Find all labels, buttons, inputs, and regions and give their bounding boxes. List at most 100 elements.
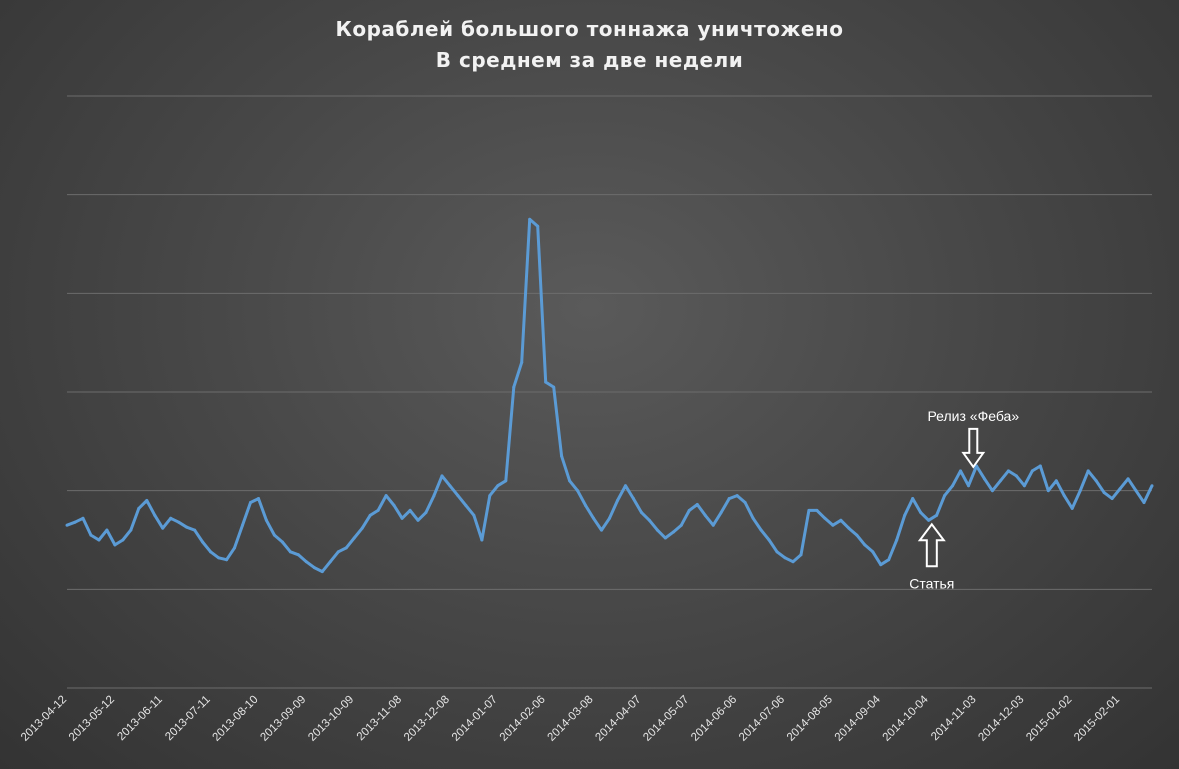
data-point xyxy=(895,538,899,542)
data-point xyxy=(799,553,803,557)
data-point xyxy=(568,479,572,483)
chart-title: Кораблей большого тоннажа уничтожено xyxy=(335,17,844,41)
data-point xyxy=(552,385,556,389)
data-point xyxy=(65,523,69,527)
data-point xyxy=(1030,469,1034,473)
data-point xyxy=(241,523,245,527)
x-tick-label: 2013-10-09 xyxy=(306,694,356,744)
x-tick-label: 2014-05-07 xyxy=(641,694,691,744)
data-point xyxy=(1142,501,1146,505)
data-point xyxy=(735,494,739,498)
data-point xyxy=(807,508,811,512)
data-point xyxy=(177,520,181,524)
data-point xyxy=(81,516,85,520)
data-point xyxy=(647,518,651,522)
x-tick-label: 2013-12-08 xyxy=(402,694,452,744)
data-point xyxy=(655,528,659,532)
data-point xyxy=(392,503,396,507)
x-tick-label: 2015-01-02 xyxy=(1024,694,1074,744)
data-point xyxy=(113,543,117,547)
chart-subtitle: В среднем за две недели xyxy=(435,48,744,72)
x-tick-label: 2014-03-08 xyxy=(546,694,596,744)
data-point xyxy=(631,497,635,501)
data-point xyxy=(847,526,851,530)
data-point xyxy=(783,556,787,560)
data-point xyxy=(424,510,428,514)
data-point xyxy=(464,503,468,507)
x-tick-label: 2014-06-06 xyxy=(689,694,739,744)
data-point xyxy=(1134,489,1138,493)
data-point xyxy=(480,538,484,542)
data-point xyxy=(663,536,667,540)
data-point xyxy=(1078,489,1082,493)
data-point xyxy=(775,550,779,554)
data-point xyxy=(368,513,372,517)
data-point xyxy=(767,538,771,542)
data-point xyxy=(264,518,268,522)
annotation-label: Статья xyxy=(909,575,954,591)
data-point xyxy=(1062,494,1066,498)
data-point xyxy=(600,528,604,532)
data-point xyxy=(887,558,891,562)
data-point xyxy=(711,523,715,527)
data-point xyxy=(1118,487,1122,491)
data-point xyxy=(280,540,284,544)
x-axis-tick-labels: 2013-04-122013-05-122013-06-112013-07-11… xyxy=(19,693,1122,744)
data-point xyxy=(360,526,364,530)
data-point xyxy=(1110,497,1114,501)
x-tick-label: 2014-01-07 xyxy=(450,694,500,744)
gridlines xyxy=(67,95,1152,689)
data-point xyxy=(671,530,675,534)
data-point xyxy=(496,484,500,488)
data-point xyxy=(1006,469,1010,473)
data-point xyxy=(528,217,532,221)
data-point xyxy=(105,528,109,532)
data-point xyxy=(145,499,149,503)
data-point xyxy=(352,536,356,540)
arrow-up-icon xyxy=(917,522,946,568)
data-point xyxy=(911,497,915,501)
data-point xyxy=(998,479,1002,483)
data-point xyxy=(935,513,939,517)
data-point xyxy=(320,570,324,574)
data-point xyxy=(376,508,380,512)
data-point xyxy=(839,518,843,522)
data-point xyxy=(256,497,260,501)
data-point xyxy=(536,224,540,228)
data-point xyxy=(153,513,157,517)
data-point xyxy=(974,464,978,468)
data-point xyxy=(967,484,971,488)
data-point xyxy=(416,518,420,522)
data-point xyxy=(248,501,252,505)
data-point xyxy=(719,510,723,514)
data-point xyxy=(384,494,388,498)
data-point xyxy=(161,526,165,530)
series-line-group xyxy=(65,217,1154,574)
data-point xyxy=(831,523,835,527)
x-tick-label: 2014-02-06 xyxy=(498,694,548,744)
data-point xyxy=(560,454,564,458)
x-tick-label: 2015-02-01 xyxy=(1072,694,1122,744)
data-point xyxy=(296,553,300,557)
data-point xyxy=(871,550,875,554)
x-tick-label: 2013-08-10 xyxy=(211,694,261,744)
data-point xyxy=(1054,479,1058,483)
data-point xyxy=(815,508,819,512)
x-tick-label: 2014-11-03 xyxy=(929,694,978,743)
data-point xyxy=(703,513,707,517)
annotations: Релиз «Феба» Статья xyxy=(909,408,1019,591)
data-point xyxy=(73,520,77,524)
data-point xyxy=(408,508,412,512)
x-tick-label: 2013-09-09 xyxy=(258,694,308,744)
data-point xyxy=(751,516,755,520)
data-point xyxy=(344,546,348,550)
x-tick-label: 2014-08-05 xyxy=(785,694,835,744)
data-point xyxy=(727,497,731,501)
x-tick-label: 2013-04-12 xyxy=(19,694,69,744)
data-point xyxy=(695,502,699,506)
data-point xyxy=(400,516,404,520)
data-point xyxy=(1126,477,1130,481)
data-point xyxy=(576,489,580,493)
data-point xyxy=(217,556,221,560)
